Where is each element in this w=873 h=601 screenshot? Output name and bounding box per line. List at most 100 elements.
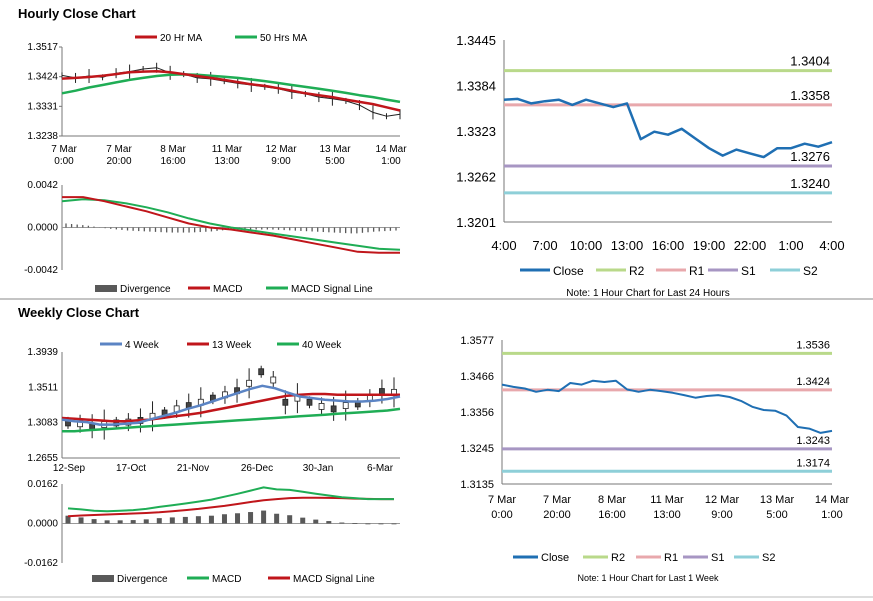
weekly-divergence-bar — [339, 522, 345, 524]
weekly-close-xtick: 1:00 — [821, 509, 842, 521]
hourly-close-ytick: 1.3384 — [456, 79, 496, 94]
weekly-close-legend-label: R2 — [611, 552, 625, 564]
weekly-close-legend-label: R1 — [664, 552, 678, 564]
hourly-close-legend-label: R2 — [629, 264, 645, 278]
weekly-macd-signal-line — [67, 496, 394, 518]
weekly-price-xtick: 12-Sep — [53, 463, 86, 474]
weekly-macd-ytick: -0.0162 — [24, 558, 58, 569]
hourly-close-xtick: 16:00 — [652, 238, 685, 253]
weekly-close-level-label-r2: 1.3536 — [796, 339, 830, 351]
weekly-price-ytick: 1.2655 — [27, 453, 58, 464]
weekly-legend-macd-label: MACD — [212, 574, 241, 585]
weekly-price-candle — [342, 402, 349, 409]
hourly-close-ytick: 1.3445 — [456, 33, 496, 48]
weekly-close-xtick: 7 Mar — [543, 494, 571, 506]
weekly-price-candle — [306, 398, 313, 406]
hourly-close-ytick: 1.3262 — [456, 170, 496, 185]
weekly-divergence-bar — [208, 515, 214, 524]
weekly-divergence-bar — [221, 514, 227, 524]
weekly-legend-divergence-swatch — [92, 575, 114, 582]
hourly-section-title: Hourly Close Chart — [18, 6, 136, 21]
weekly-close-ytick: 1.3245 — [460, 443, 494, 455]
weekly-price-xtick: 26-Dec — [241, 463, 273, 474]
weekly-divergence-bar — [156, 518, 162, 524]
hourly-close-xtick: 19:00 — [693, 238, 726, 253]
weekly-divergence-bar — [248, 512, 254, 524]
weekly-close-xtick: 14 Mar — [815, 494, 850, 506]
hourly-price-xtick: 16:00 — [160, 156, 185, 167]
hourly-macd-ytick: 0.0000 — [27, 223, 58, 234]
hourly-close-ytick: 1.3201 — [456, 215, 496, 230]
hourly-price-ytick: 1.3424 — [27, 72, 58, 83]
weekly-price-ytick: 1.3939 — [27, 347, 58, 358]
hourly-macd-ytick: 0.0042 — [27, 180, 58, 191]
weekly-price-candle — [318, 403, 325, 410]
weekly-close-xtick: 16:00 — [598, 509, 626, 521]
weekly-divergence-bar — [195, 516, 201, 524]
hourly-close-legend-label: S2 — [803, 264, 818, 278]
hourly-close-ytick: 1.3323 — [456, 124, 496, 139]
weekly-close-legend-label: Close — [541, 552, 569, 564]
weekly-divergence-bar — [117, 520, 123, 524]
hourly-close-line — [503, 97, 833, 159]
weekly-price-candle — [330, 405, 337, 413]
weekly-close-xtick: 7 Mar — [488, 494, 516, 506]
weekly-divergence-bar — [65, 515, 71, 524]
hourly-close-xtick: 4:00 — [491, 238, 516, 253]
weekly-divergence-bar — [78, 517, 84, 524]
hourly-close-xtick: 10:00 — [570, 238, 603, 253]
hourly-price-xtick: 9:00 — [271, 156, 291, 167]
hourly-20hr-ma-line — [61, 69, 401, 112]
weekly-price-ytick: 1.3511 — [28, 382, 58, 393]
hourly-price-xtick: 5:00 — [325, 156, 345, 167]
hourly-close-level-label-r1: 1.3358 — [790, 88, 830, 103]
weekly-divergence-bar — [313, 519, 319, 524]
weekly-divergence-bar — [378, 523, 384, 525]
weekly-close-xtick: 8 Mar — [598, 494, 626, 506]
weekly-13wk-line — [61, 392, 400, 423]
weekly-close-xtick: 11 Mar — [650, 494, 684, 506]
weekly-divergence-bar — [235, 513, 241, 524]
hourly-close-xtick: 4:00 — [819, 238, 844, 253]
weekly-price-candle — [246, 379, 253, 387]
hourly-price-xtick: 8 Mar — [160, 144, 186, 155]
hourly-legend-macd-signal-label: MACD Signal Line — [291, 284, 373, 295]
weekly-40wk-line — [62, 407, 401, 433]
hourly-legend-50hrs-ma-label: 50 Hrs MA — [260, 33, 308, 44]
weekly-macd-ytick: 0.0000 — [27, 519, 58, 530]
weekly-divergence-bar — [365, 523, 371, 525]
weekly-close-ytick: 1.3356 — [460, 407, 494, 419]
weekly-legend-4wk-label: 4 Week — [125, 340, 160, 351]
hourly-price-xtick: 1:00 — [381, 156, 401, 167]
weekly-close-note: Note: 1 Hour Chart for Last 1 Week — [578, 573, 719, 583]
hourly-price-ytick: 1.3238 — [27, 131, 58, 142]
weekly-close-xtick: 13 Mar — [760, 494, 795, 506]
hourly-price-xtick: 14 Mar — [375, 144, 407, 155]
weekly-divergence-bar — [91, 519, 97, 524]
hourly-price-xtick: 7 Mar — [51, 144, 77, 155]
weekly-divergence-bar — [326, 521, 332, 524]
hourly-legend-divergence-label: Divergence — [120, 284, 171, 295]
hourly-macd-signal-line — [61, 198, 401, 251]
hourly-close-xtick: 13:00 — [611, 238, 644, 253]
weekly-divergence-bar — [391, 523, 397, 525]
weekly-close-level-label-s2: 1.3174 — [796, 457, 830, 469]
weekly-section-title: Weekly Close Chart — [18, 305, 140, 320]
weekly-divergence-bar — [182, 516, 188, 524]
weekly-price-xtick: 30-Jan — [303, 463, 334, 474]
weekly-close-level-label-s1: 1.3243 — [796, 435, 830, 447]
weekly-macd-line — [67, 486, 394, 513]
hourly-close-note: Note: 1 Hour Chart for Last 24 Hours — [566, 288, 729, 299]
weekly-macd-ytick: 0.0162 — [27, 479, 58, 490]
weekly-close-ytick: 1.3135 — [460, 479, 494, 491]
hourly-close-legend-label: S1 — [741, 264, 756, 278]
weekly-divergence-bar — [104, 520, 110, 524]
weekly-close-xtick: 0:00 — [491, 509, 512, 521]
weekly-legend-13wk-label: 13 Week — [212, 340, 252, 351]
weekly-divergence-bar — [169, 517, 175, 524]
weekly-close-ytick: 1.3466 — [460, 371, 494, 383]
hourly-legend-20hr-ma-label: 20 Hr MA — [160, 33, 203, 44]
weekly-close-xtick: 12 Mar — [705, 494, 740, 506]
hourly-close-xtick: 1:00 — [778, 238, 803, 253]
